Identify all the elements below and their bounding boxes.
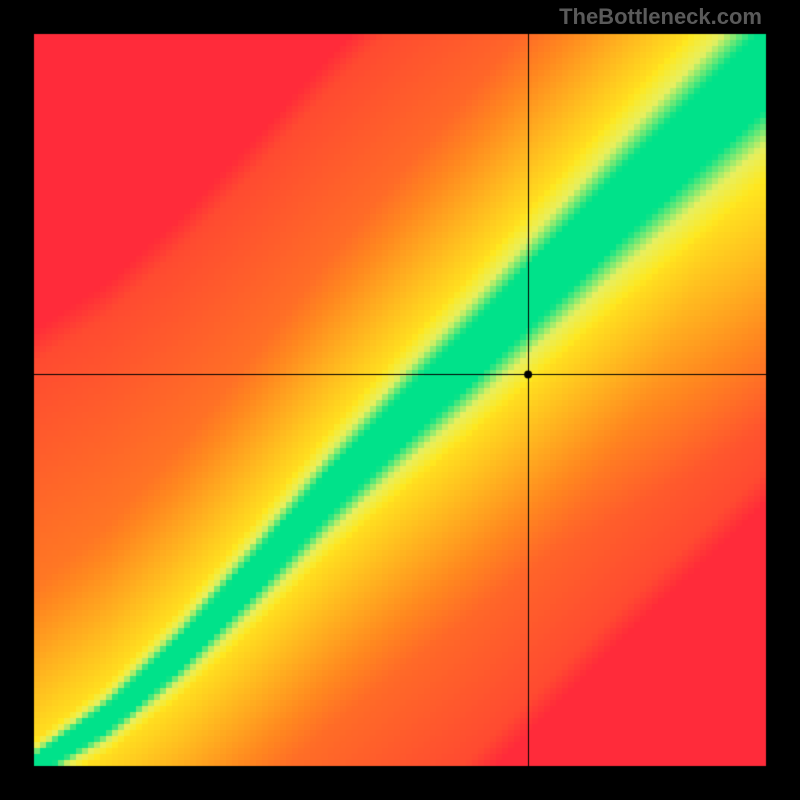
source-watermark: TheBottleneck.com [559,4,762,30]
chart-container: { "watermark": { "text": "TheBottleneck.… [0,0,800,800]
bottleneck-heatmap [0,0,800,800]
